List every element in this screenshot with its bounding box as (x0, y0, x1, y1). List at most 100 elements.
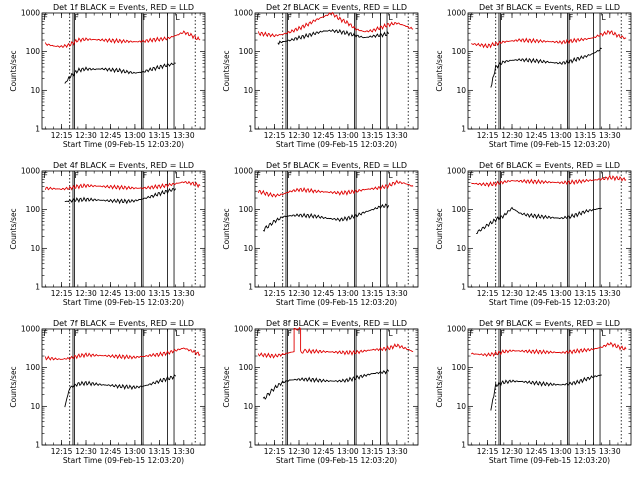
plot-frame (467, 328, 632, 446)
plot-frame (41, 12, 206, 130)
x-tick-label: 13:00 (124, 289, 146, 298)
y-tick-label: 1000 (447, 9, 466, 18)
y-tick-label: 1 (461, 441, 466, 450)
panel-title: Det 4f BLACK = Events, RED = LLD (53, 161, 194, 170)
lld-series-line (470, 341, 627, 358)
mode-label: F (470, 171, 474, 180)
mode-label: F (287, 171, 291, 180)
x-tick-label: 12:15 (264, 131, 286, 140)
y-tick-label: 1 (461, 125, 466, 134)
mode-label: F (287, 13, 291, 22)
panel-1: Det 1f BLACK = Events, RED = LLD 1 10 100 10… (9, 3, 206, 149)
y-tick-label: 1000 (21, 9, 40, 18)
mode-label: F (500, 329, 504, 338)
panel-7: Det 7f BLACK = Events, RED = LLD 1 10 100 10… (9, 319, 206, 465)
x-tick-label: 13:30 (599, 131, 621, 140)
x-tick-label: 12:30 (501, 131, 523, 140)
y-tick-label: 1 (35, 283, 40, 292)
lld-series-line (471, 174, 627, 188)
x-tick-label: 13:30 (173, 131, 195, 140)
mode-label: L (602, 171, 607, 180)
x-tick-label: 13:15 (575, 447, 597, 456)
mode-label: F (569, 329, 573, 338)
x-axis-label: Start Time (09-Feb-15 12:03:20) (489, 298, 610, 307)
mode-label: L (389, 13, 394, 22)
y-tick-label: 100 (26, 363, 41, 372)
y-tick-label: 100 (239, 205, 254, 214)
mode-label: L (176, 329, 181, 338)
x-axis-label: Start Time (09-Feb-15 12:03:20) (489, 456, 610, 465)
mode-label: L (176, 13, 181, 22)
y-tick-label: 1000 (447, 325, 466, 334)
x-axis-label: Start Time (09-Feb-15 12:03:20) (276, 140, 397, 149)
mode-label: F (356, 13, 360, 22)
lld-series-line (257, 179, 414, 198)
panel-title: Det 5f BLACK = Events, RED = LLD (266, 161, 407, 170)
events-series-line (262, 203, 390, 232)
x-tick-label: 12:15 (51, 289, 73, 298)
x-tick-label: 12:45 (313, 131, 335, 140)
y-tick-label: 100 (26, 47, 41, 56)
panel-8: Det 8f BLACK = Events, RED = LLD 1 10 100 10… (222, 319, 419, 465)
x-axis-label: Start Time (09-Feb-15 12:03:20) (276, 456, 397, 465)
mode-label: F (356, 171, 360, 180)
plot-frame (254, 328, 419, 446)
mode-label: F (257, 171, 261, 180)
x-tick-label: 12:15 (264, 289, 286, 298)
x-tick-label: 13:00 (124, 447, 146, 456)
panel-6: Det 6f BLACK = Events, RED = LLD 1 10 100 10… (435, 161, 632, 307)
x-tick-label: 12:30 (75, 131, 97, 140)
x-tick-label: 12:45 (313, 289, 335, 298)
panel-3: Det 3f BLACK = Events, RED = LLD 1 10 100 10… (435, 3, 632, 149)
x-tick-label: 13:30 (599, 447, 621, 456)
mode-label: F (44, 329, 48, 338)
events-series-line (476, 206, 602, 234)
events-series-line (262, 369, 390, 400)
y-tick-label: 1000 (447, 167, 466, 176)
mode-label: F (287, 329, 291, 338)
x-tick-label: 12:45 (526, 131, 548, 140)
mode-label: F (569, 13, 573, 22)
y-tick-label: 100 (452, 205, 467, 214)
x-tick-label: 13:30 (386, 289, 408, 298)
mode-label: F (44, 171, 48, 180)
x-tick-label: 12:30 (501, 447, 523, 456)
plot-frame (41, 328, 206, 446)
x-tick-label: 12:45 (526, 289, 548, 298)
mode-label: F (470, 13, 474, 22)
y-tick-label: 10 (243, 402, 253, 411)
y-tick-label: 10 (456, 86, 466, 95)
lld-series-line (44, 347, 201, 361)
x-tick-label: 13:30 (173, 447, 195, 456)
mode-label: F (500, 13, 504, 22)
x-tick-label: 13:30 (173, 289, 195, 298)
mode-label: F (74, 13, 78, 22)
mode-label: F (74, 171, 78, 180)
y-axis-label: Counts/sec (222, 208, 231, 249)
mode-label: L (602, 13, 607, 22)
y-axis-label: Counts/sec (9, 366, 18, 407)
y-tick-label: 1 (461, 283, 466, 292)
mode-label: F (44, 13, 48, 22)
x-tick-label: 13:00 (337, 131, 359, 140)
x-tick-label: 13:30 (599, 289, 621, 298)
lld-series-line (257, 326, 414, 359)
y-tick-label: 1000 (21, 325, 40, 334)
x-tick-label: 12:30 (288, 447, 310, 456)
x-tick-label: 13:00 (337, 289, 359, 298)
y-tick-label: 1000 (21, 167, 40, 176)
y-tick-label: 1 (248, 283, 253, 292)
y-axis-label: Counts/sec (435, 208, 444, 249)
x-axis-label: Start Time (09-Feb-15 12:03:20) (63, 140, 184, 149)
x-axis-label: Start Time (09-Feb-15 12:03:20) (489, 140, 610, 149)
panel-9: Det 9f BLACK = Events, RED = LLD 1 10 100 10… (435, 319, 632, 465)
events-series-line (64, 187, 177, 205)
y-axis-label: Counts/sec (435, 50, 444, 91)
y-tick-label: 10 (456, 244, 466, 253)
panel-title: Det 2f BLACK = Events, RED = LLD (266, 3, 407, 12)
x-tick-label: 12:30 (288, 131, 310, 140)
x-tick-label: 13:15 (362, 289, 384, 298)
y-tick-label: 10 (30, 86, 40, 95)
y-tick-label: 100 (26, 205, 41, 214)
